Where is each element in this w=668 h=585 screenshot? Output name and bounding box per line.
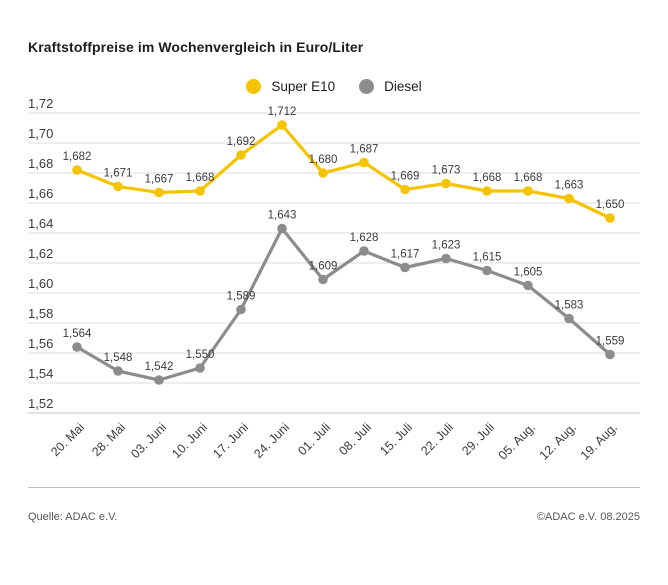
x-axis-tick-label: 29. Juli bbox=[459, 420, 497, 458]
value-label-diesel: 1,583 bbox=[555, 300, 584, 312]
value-label-super-e10: 1,668 bbox=[514, 172, 543, 184]
y-axis-tick-label: 1,62 bbox=[28, 246, 53, 261]
data-point-diesel bbox=[236, 304, 246, 315]
value-label-super-e10: 1,680 bbox=[309, 154, 338, 166]
value-label-super-e10: 1,692 bbox=[227, 136, 256, 148]
x-axis-tick-label: 22. Juli bbox=[418, 420, 456, 458]
y-axis-tick-label: 1,66 bbox=[28, 186, 53, 201]
y-axis-tick-label: 1,52 bbox=[28, 396, 53, 411]
data-point-diesel bbox=[277, 223, 287, 234]
legend-item-diesel: Diesel bbox=[359, 79, 422, 94]
value-label-diesel: 1,564 bbox=[63, 328, 92, 340]
value-label-diesel: 1,643 bbox=[268, 210, 297, 222]
footer: Quelle: ADAC e.V. ©ADAC e.V. 08.2025 bbox=[28, 511, 640, 523]
data-point-diesel bbox=[195, 363, 205, 373]
data-point-super-e10 bbox=[441, 178, 451, 189]
x-axis-tick-label: 17. Juni bbox=[210, 420, 251, 461]
x-axis-tick-label: 24. Juni bbox=[251, 420, 292, 461]
data-point-diesel bbox=[523, 280, 533, 291]
value-label-super-e10: 1,671 bbox=[104, 168, 133, 180]
data-point-diesel bbox=[359, 246, 369, 256]
data-point-super-e10 bbox=[605, 213, 615, 223]
source-text: Quelle: ADAC e.V. bbox=[28, 511, 118, 523]
data-point-diesel bbox=[318, 274, 328, 285]
data-point-super-e10 bbox=[113, 181, 123, 192]
copyright-text: ©ADAC e.V. 08.2025 bbox=[536, 511, 640, 523]
data-point-diesel bbox=[605, 349, 615, 360]
data-point-super-e10 bbox=[277, 120, 287, 130]
value-label-super-e10: 1,668 bbox=[186, 172, 215, 184]
chart-legend: Super E10 Diesel bbox=[0, 79, 668, 94]
x-axis-tick-label: 01. Juli bbox=[295, 420, 333, 458]
y-axis-tick-label: 1,70 bbox=[28, 126, 53, 141]
x-axis-tick-label: 28. Mai bbox=[89, 420, 128, 459]
value-label-diesel: 1,628 bbox=[350, 232, 379, 244]
y-axis-tick-label: 1,58 bbox=[28, 306, 53, 321]
data-point-diesel bbox=[564, 313, 574, 324]
value-label-super-e10: 1,650 bbox=[596, 199, 625, 211]
value-label-super-e10: 1,669 bbox=[391, 171, 420, 183]
data-point-diesel bbox=[154, 375, 164, 385]
value-label-super-e10: 1,673 bbox=[432, 165, 461, 177]
data-point-super-e10 bbox=[564, 193, 574, 204]
value-label-diesel: 1,548 bbox=[104, 352, 133, 364]
value-label-diesel: 1,615 bbox=[473, 252, 502, 264]
data-point-super-e10 bbox=[236, 150, 246, 160]
y-axis-tick-label: 1,72 bbox=[28, 96, 53, 111]
x-axis-tick-label: 08. Juli bbox=[336, 420, 374, 458]
x-axis-tick-label: 03. Juni bbox=[128, 420, 169, 461]
value-label-super-e10: 1,668 bbox=[473, 172, 502, 184]
value-label-super-e10: 1,712 bbox=[268, 106, 297, 118]
x-axis-tick-label: 10. Juni bbox=[169, 420, 210, 461]
data-point-super-e10 bbox=[523, 186, 533, 196]
data-point-diesel bbox=[113, 366, 123, 376]
legend-label-diesel: Diesel bbox=[384, 79, 422, 94]
data-point-diesel bbox=[72, 342, 82, 352]
value-label-super-e10: 1,663 bbox=[555, 180, 584, 192]
y-axis-tick-label: 1,64 bbox=[28, 216, 53, 231]
x-axis-tick-label: 15. Juli bbox=[377, 420, 415, 458]
value-label-super-e10: 1,687 bbox=[350, 144, 379, 156]
y-axis-tick-label: 1,56 bbox=[28, 336, 53, 351]
value-label-super-e10: 1,667 bbox=[145, 174, 174, 186]
value-label-diesel: 1,605 bbox=[514, 267, 543, 279]
data-point-super-e10 bbox=[359, 157, 369, 168]
data-point-super-e10 bbox=[482, 186, 492, 196]
data-point-diesel bbox=[482, 265, 492, 276]
x-axis-tick-label: 12. Aug. bbox=[537, 420, 579, 462]
data-point-super-e10 bbox=[195, 186, 205, 196]
value-label-diesel: 1,623 bbox=[432, 240, 461, 252]
value-label-diesel: 1,589 bbox=[227, 291, 256, 303]
series-line-super-e10 bbox=[75, 123, 612, 220]
value-label-diesel: 1,617 bbox=[391, 249, 420, 261]
super-e10-dot-icon bbox=[246, 79, 262, 94]
page-title: Kraftstoffpreise im Wochenvergleich in E… bbox=[28, 39, 364, 56]
value-label-diesel: 1,550 bbox=[186, 349, 215, 361]
x-axis-tick-label: 20. Mai bbox=[48, 420, 87, 459]
y-axis-tick-label: 1,68 bbox=[28, 156, 53, 171]
value-label-super-e10: 1,682 bbox=[63, 151, 92, 163]
data-point-super-e10 bbox=[400, 184, 410, 195]
data-point-super-e10 bbox=[154, 187, 164, 198]
series-line-diesel bbox=[75, 226, 612, 382]
legend-label-super-e10: Super E10 bbox=[271, 79, 336, 94]
value-label-diesel: 1,542 bbox=[145, 361, 174, 373]
x-axis-tick-label: 05. Aug. bbox=[496, 420, 538, 462]
data-point-super-e10 bbox=[318, 168, 328, 178]
data-point-super-e10 bbox=[72, 165, 82, 175]
x-axis-tick-label: 19. Aug. bbox=[578, 420, 620, 462]
diesel-dot-icon bbox=[359, 79, 375, 94]
value-label-diesel: 1,559 bbox=[596, 336, 625, 348]
data-point-diesel bbox=[441, 253, 451, 264]
data-point-diesel bbox=[400, 262, 410, 273]
legend-item-super-e10: Super E10 bbox=[246, 79, 335, 94]
footer-divider bbox=[28, 487, 640, 488]
value-label-diesel: 1,609 bbox=[309, 261, 338, 273]
y-axis-tick-label: 1,54 bbox=[28, 366, 53, 381]
y-axis-tick-label: 1,60 bbox=[28, 276, 53, 291]
